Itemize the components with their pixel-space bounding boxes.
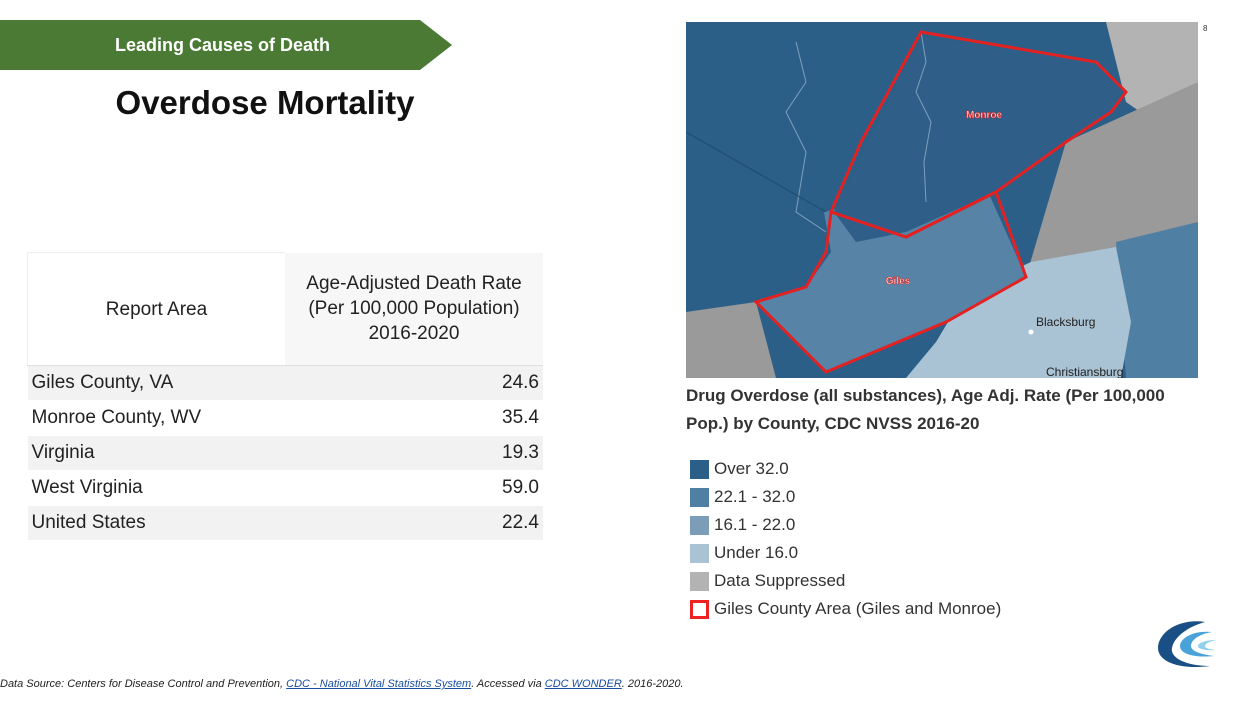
banner-label: Leading Causes of Death: [115, 34, 331, 55]
row-area: United States: [27, 505, 285, 541]
table-row: West Virginia 59.0: [27, 470, 543, 506]
monroe-outline: [828, 30, 1128, 239]
legend-item: 22.1 - 32.0: [690, 483, 1001, 511]
header-rate-line2: (Per 100,000 Population): [308, 298, 520, 320]
caption-line2: Pop.) by County, CDC NVSS 2016-20: [686, 414, 980, 433]
page-number: 8: [1203, 24, 1208, 33]
montgomery-region: [906, 247, 1131, 378]
river-line: [915, 31, 932, 203]
legend-item: Over 32.0: [690, 455, 1001, 483]
row-rate: 19.3: [285, 435, 543, 471]
legend-swatch: [690, 459, 709, 479]
footer-prefix: Data Source: Centers for Disease Control…: [0, 678, 287, 690]
organization-logo: [1158, 621, 1216, 668]
christiansburg-label: Christiansburg: [1046, 365, 1123, 378]
table-row: United States 22.4: [27, 505, 543, 541]
legend-label: Over 32.0: [714, 459, 789, 478]
map-caption: Drug Overdose (all substances), Age Adj.…: [686, 382, 1226, 438]
footer-middle: . Accessed via: [471, 678, 545, 690]
giles-county-shape: [756, 187, 1026, 372]
cdc-wonder-link[interactable]: CDC WONDER: [544, 678, 622, 690]
blacksburg-dot: [1028, 329, 1034, 335]
row-area: Monroe County, WV: [27, 400, 285, 436]
row-area: Virginia: [27, 435, 285, 471]
legend-label: 22.1 - 32.0: [714, 487, 796, 506]
header-report-area: Report Area: [27, 252, 285, 366]
river-line-2: [785, 41, 827, 233]
legend-item: Giles County Area (Giles and Monroe): [690, 595, 1001, 623]
data-source-footer: Data Source: Centers for Disease Control…: [0, 678, 684, 690]
montgomery-adjacent-region: [1116, 222, 1198, 378]
giles-label: Giles: [886, 276, 911, 287]
nvss-link[interactable]: CDC - National Vital Statistics System: [286, 678, 472, 690]
map-legend: Over 32.0 22.1 - 32.0 16.1 - 22.0 Under …: [690, 455, 1001, 623]
state-border-line: [686, 131, 827, 213]
suppressed-region-e: [1026, 82, 1198, 277]
legend-item: Under 16.0: [690, 539, 1001, 567]
row-area: Giles County, VA: [27, 365, 285, 401]
monroe-county-shape: [834, 37, 1126, 242]
legend-label: 16.1 - 22.0: [714, 515, 796, 534]
legend-swatch-outline: [690, 599, 709, 619]
legend-swatch: [690, 515, 709, 535]
table-row: Giles County, VA 24.6: [27, 365, 543, 401]
header-rate-line1: Age-Adjusted Death Rate: [306, 273, 522, 295]
blacksburg-label: Blacksburg: [1036, 315, 1095, 329]
row-area: West Virginia: [27, 470, 285, 506]
caption-line1: Drug Overdose (all substances), Age Adj.…: [686, 386, 1165, 405]
row-rate: 59.0: [285, 470, 543, 506]
header-rate-line3: 2016-2020: [368, 323, 460, 345]
legend-swatch: [690, 571, 709, 591]
legend-swatch: [690, 543, 709, 563]
legend-item: Data Suppressed: [690, 567, 1001, 595]
section-banner: Leading Causes of Death: [0, 20, 452, 70]
legend-label: Giles County Area (Giles and Monroe): [714, 599, 1002, 618]
header-death-rate: Age-Adjusted Death Rate (Per 100,000 Pop…: [285, 252, 543, 366]
monroe-label: Monroe: [966, 110, 1003, 121]
row-rate: 35.4: [285, 400, 543, 436]
death-rate-table: Report Area Age-Adjusted Death Rate (Per…: [27, 252, 543, 541]
suppressed-region-sw: [686, 302, 776, 378]
giles-outline: [753, 189, 1028, 374]
table-row: Monroe County, WV 35.4: [27, 400, 543, 436]
footer-suffix: . 2016-2020.: [621, 678, 684, 690]
legend-swatch: [690, 487, 709, 507]
county-map-svg: Monroe Giles Blacksburg Christiansburg: [686, 22, 1198, 378]
legend-item: 16.1 - 22.0: [690, 511, 1001, 539]
row-rate: 22.4: [285, 505, 543, 541]
legend-label: Data Suppressed: [714, 571, 846, 590]
page-title: Overdose Mortality: [115, 84, 415, 121]
row-rate: 24.6: [285, 365, 543, 401]
county-map: Monroe Giles Blacksburg Christiansburg: [686, 22, 1198, 378]
legend-label: Under 16.0: [714, 543, 799, 562]
table-row: Virginia 19.3: [27, 435, 543, 471]
